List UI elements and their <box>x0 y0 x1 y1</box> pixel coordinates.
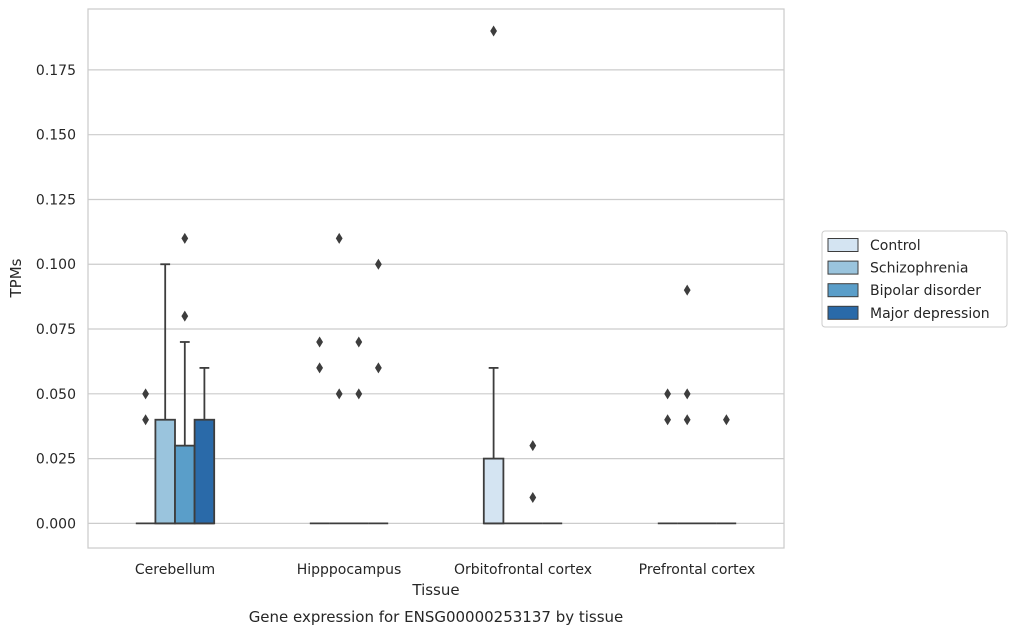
y-tick-label: 0.000 <box>36 516 76 532</box>
outlier-point <box>664 388 671 400</box>
legend-label: Control <box>870 238 921 254</box>
box-group <box>349 336 369 525</box>
legend-swatch <box>827 305 859 320</box>
outlier-point <box>683 284 691 296</box>
outlier-point <box>490 25 497 37</box>
x-tick-labels: Cerebellum Hipppocampus Orbitofrontal cort… <box>135 562 755 578</box>
x-tick-label: Orbitofrontal cortex <box>454 562 592 578</box>
box-group <box>309 336 330 525</box>
box-group <box>193 367 216 525</box>
outlier-point <box>683 388 691 400</box>
legend-swatch <box>827 238 859 252</box>
x-tick-label: Prefrontal cortex <box>639 562 756 578</box>
box-group <box>523 440 543 525</box>
plot-frame <box>87 8 785 549</box>
y-tick-label: 0.100 <box>36 257 76 273</box>
y-tick-label: 0.050 <box>36 387 76 403</box>
box-rect <box>193 418 216 525</box>
box-rect <box>154 418 176 525</box>
y-axis-label: TPMs <box>7 258 25 298</box>
outlier-point <box>335 232 343 244</box>
outlier-point <box>375 258 382 270</box>
outlier-point <box>723 414 730 426</box>
box-group <box>154 263 176 525</box>
x-axis-label: Tissue <box>411 581 459 599</box>
outlier-point <box>355 336 363 348</box>
outlier-point <box>316 336 323 348</box>
legend-swatch <box>827 283 859 298</box>
box-group <box>677 284 697 525</box>
x-tick-label: Cerebellum <box>135 562 215 578</box>
legend: Control Schizophrenia Bipolar disorder Majo… <box>821 230 1008 328</box>
outlier-point <box>529 440 537 452</box>
box-group <box>716 414 737 525</box>
box-group <box>368 258 389 525</box>
legend-label: Bipolar disorder <box>870 283 981 299</box>
legend-frame <box>821 230 1008 328</box>
box-group <box>329 232 349 525</box>
box-rect <box>482 457 505 525</box>
outlier-point <box>316 362 323 374</box>
y-tick-label: 0.175 <box>36 63 76 79</box>
outlier-point <box>181 310 189 322</box>
outlier-point <box>529 491 537 503</box>
box-layer <box>135 25 737 525</box>
box-group <box>135 388 156 525</box>
outlier-point <box>335 388 343 400</box>
outlier-point <box>181 232 189 244</box>
box-group <box>174 232 196 525</box>
outlier-point <box>142 414 149 426</box>
y-tick-label: 0.150 <box>36 128 76 144</box>
legend-swatch <box>827 260 859 275</box>
legend-label: Schizophrenia <box>870 261 968 277</box>
legend-label: Major depression <box>870 306 990 322</box>
y-tick-label: 0.075 <box>36 322 76 338</box>
y-tick-label: 0.025 <box>36 452 76 468</box>
y-tick-labels: 0.000 0.025 0.050 0.075 0.100 0.125 0.150 0.175 <box>36 63 76 532</box>
outlier-point <box>142 388 149 400</box>
y-tick-label: 0.125 <box>36 192 76 208</box>
legend-items: Control Schizophrenia Bipolar disorder Majo… <box>827 238 990 322</box>
outlier-point <box>355 388 363 400</box>
box-rect <box>174 444 196 525</box>
chart-title: Gene expression for ENSG00000253137 by t… <box>249 608 624 626</box>
outlier-point <box>375 362 382 374</box>
outlier-point <box>664 414 671 426</box>
outlier-point <box>683 414 691 426</box>
x-tick-label: Hipppocampus <box>297 562 402 578</box>
box-group <box>657 388 678 525</box>
box-group <box>482 25 505 525</box>
